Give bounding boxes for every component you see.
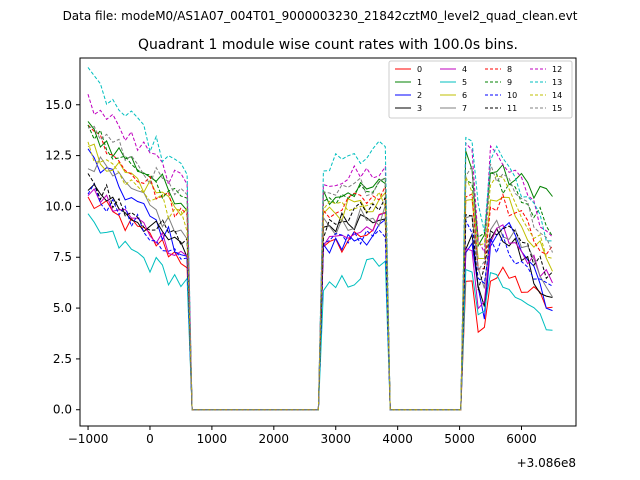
series-line-11 — [87, 173, 553, 411]
x-tick-label: 6000 — [506, 432, 537, 446]
series-line-2 — [87, 148, 553, 411]
x-tick-label: 3000 — [320, 432, 351, 446]
plot-frame — [79, 57, 577, 427]
legend-label-1: 1 — [417, 78, 422, 87]
y-tick-label: 12.5 — [45, 149, 72, 163]
legend-label-11: 11 — [507, 104, 517, 113]
chart-suptitle: Data file: modeM0/AS1A07_004T01_90000032… — [63, 9, 578, 23]
y-tick-label: 2.5 — [53, 352, 72, 366]
x-offset-label: +3.086e8 — [517, 456, 576, 470]
series-line-14 — [87, 141, 553, 411]
legend-box — [388, 60, 573, 119]
y-tick-label: 5.0 — [53, 301, 72, 315]
series-line-0 — [87, 196, 553, 411]
series-line-5 — [87, 213, 553, 411]
x-tick-label: 2000 — [259, 432, 290, 446]
legend-label-10: 10 — [507, 91, 517, 100]
x-tick-label: 1000 — [197, 432, 228, 446]
x-axis: −1000 0 1000 2000 3000 4000 5000 6000 — [68, 426, 537, 446]
legend-label-2: 2 — [417, 91, 422, 100]
x-tick-label: 4000 — [382, 432, 413, 446]
series-line-12 — [87, 94, 553, 411]
legend-label-0: 0 — [417, 65, 422, 74]
legend-label-7: 7 — [462, 104, 467, 113]
chart-title: Quadrant 1 module wise count rates with … — [138, 37, 518, 53]
legend-label-15: 15 — [552, 104, 562, 113]
legend-label-14: 14 — [552, 91, 562, 100]
y-tick-label: 10.0 — [45, 199, 72, 213]
series-line-10 — [87, 182, 553, 411]
y-tick-label: 15.0 — [45, 98, 72, 112]
legend-label-8: 8 — [507, 65, 512, 74]
series-line-15 — [87, 125, 553, 411]
series-line-7 — [87, 155, 553, 411]
legend-label-4: 4 — [462, 65, 467, 74]
x-tick-label: −1000 — [68, 432, 109, 446]
series-line-1 — [87, 121, 553, 411]
legend-label-13: 13 — [552, 78, 562, 87]
legend-label-5: 5 — [462, 78, 467, 87]
legend-label-3: 3 — [417, 104, 422, 113]
legend-label-6: 6 — [462, 91, 467, 100]
y-tick-label: 7.5 — [53, 250, 72, 264]
series-layer — [87, 67, 553, 411]
series-line-8 — [87, 124, 553, 411]
x-tick-label: 0 — [146, 432, 154, 446]
x-tick-label: 5000 — [444, 432, 475, 446]
legend-label-12: 12 — [552, 65, 562, 74]
series-line-3 — [87, 183, 553, 411]
legend-label-9: 9 — [507, 78, 512, 87]
series-line-9 — [87, 124, 553, 411]
y-tick-label: 0.0 — [53, 403, 72, 417]
y-axis: 0.0 2.5 5.0 7.5 10.0 12.5 15.0 — [45, 98, 80, 417]
series-line-13 — [87, 67, 553, 411]
